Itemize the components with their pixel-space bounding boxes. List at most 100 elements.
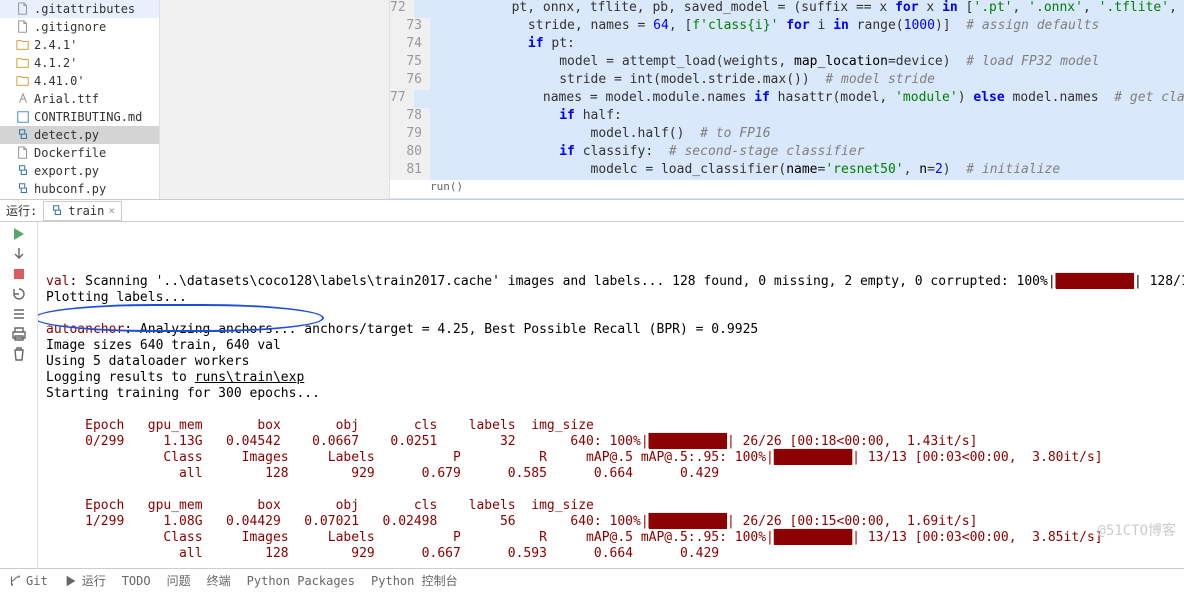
code-editor[interactable]: 72 pt, onnx, tflite, pb, saved_model = (… bbox=[390, 0, 1184, 199]
line-number: 72 bbox=[390, 0, 414, 18]
list-button[interactable] bbox=[11, 306, 27, 322]
console-line: Epoch gpu_mem box obj cls labels img_siz… bbox=[46, 498, 1176, 514]
problems-tab[interactable]: 问题 bbox=[167, 572, 191, 589]
run-toolbar bbox=[0, 222, 38, 568]
console-line: 1/299 1.08G 0.04429 0.07021 0.02498 56 6… bbox=[46, 514, 1176, 530]
packages-label: Python Packages bbox=[247, 574, 355, 588]
console-line: Using 5 dataloader workers bbox=[46, 354, 1176, 370]
tree-item-label: .gitattributes bbox=[34, 2, 135, 16]
play-icon bbox=[64, 574, 78, 588]
pyconsole-tab[interactable]: Python 控制台 bbox=[371, 572, 458, 589]
code-line[interactable]: 81 modelc = load_classifier(name='resnet… bbox=[390, 162, 1184, 180]
console-line: val: Scanning '..\datasets\coco128\label… bbox=[46, 274, 1176, 290]
watermark: @51CTO博客 bbox=[1097, 520, 1176, 540]
play-button[interactable] bbox=[11, 226, 27, 242]
file-icon bbox=[16, 2, 30, 16]
console-line: Image sizes 640 train, 640 val bbox=[46, 338, 1176, 354]
down-button[interactable] bbox=[11, 246, 27, 262]
run-bottom-tab[interactable]: 运行 bbox=[64, 572, 106, 589]
close-icon[interactable]: × bbox=[108, 204, 115, 217]
console-line: Class Images Labels P R mAP@.5 mAP@.5:.9… bbox=[46, 530, 1176, 546]
dir-icon bbox=[16, 56, 30, 70]
branch-icon bbox=[8, 574, 22, 588]
console-line: Logging results to runs\train\exp bbox=[46, 370, 1176, 386]
top-split: .gitattributes .gitignore 2.4.1' 4.1.2' 4.41… bbox=[0, 0, 1184, 200]
tree-item-4-1-2-[interactable]: 4.1.2' bbox=[0, 54, 159, 72]
code-line[interactable]: 74 if pt: bbox=[390, 36, 1184, 54]
tree-item-Dockerfile[interactable]: Dockerfile bbox=[0, 144, 159, 162]
packages-tab[interactable]: Python Packages bbox=[247, 574, 355, 588]
todo-label: TODO bbox=[122, 574, 151, 588]
py-icon bbox=[16, 128, 30, 142]
code-line[interactable]: 80 if classify: # second-stage classifie… bbox=[390, 144, 1184, 162]
git-tab[interactable]: Git bbox=[8, 574, 48, 588]
tree-item-label: hubconf.py bbox=[34, 182, 106, 196]
dir-icon bbox=[16, 74, 30, 88]
py-icon bbox=[16, 182, 30, 196]
restart-button[interactable] bbox=[11, 286, 27, 302]
pyconsole-label: Python 控制台 bbox=[371, 572, 458, 589]
dir-icon bbox=[16, 38, 30, 52]
run-tab-bar: 运行: train × bbox=[0, 200, 1184, 222]
stop-button[interactable] bbox=[11, 266, 27, 282]
tree-item-LICENSE[interactable]: LICENSE bbox=[0, 198, 159, 199]
line-number: 77 bbox=[390, 90, 414, 108]
project-tree[interactable]: .gitattributes .gitignore 2.4.1' 4.1.2' 4.41… bbox=[0, 0, 160, 199]
run-tab-train[interactable]: train × bbox=[43, 201, 122, 221]
console-line bbox=[46, 306, 1176, 322]
console-line: autoanchor: Analyzing anchors... anchors… bbox=[46, 322, 1176, 338]
run-tab-label: train bbox=[68, 204, 104, 218]
restart-icon bbox=[11, 286, 27, 302]
code-line[interactable]: 72 pt, onnx, tflite, pb, saved_model = (… bbox=[390, 0, 1184, 18]
console-output[interactable]: val: Scanning '..\datasets\coco128\label… bbox=[38, 222, 1184, 568]
tree-item-label: 2.4.1' bbox=[34, 38, 77, 52]
line-number: 80 bbox=[390, 144, 430, 162]
tree-item-detect-py[interactable]: detect.py bbox=[0, 126, 159, 144]
line-number: 73 bbox=[390, 18, 430, 36]
tree-item-label: detect.py bbox=[34, 128, 99, 142]
line-number: 74 bbox=[390, 36, 430, 54]
play-icon bbox=[11, 226, 27, 242]
trash-icon bbox=[11, 346, 27, 362]
console-line: Plotting labels... bbox=[46, 290, 1176, 306]
tree-item-label: CONTRIBUTING.md bbox=[34, 110, 142, 124]
code-line[interactable]: 76 stride = int(model.stride.max()) # mo… bbox=[390, 72, 1184, 90]
line-number: 75 bbox=[390, 54, 430, 72]
breadcrumb: run() bbox=[390, 180, 1184, 198]
code-line[interactable]: 78 if half: bbox=[390, 108, 1184, 126]
console-line: Class Images Labels P R mAP@.5 mAP@.5:.9… bbox=[46, 450, 1176, 466]
console-line: Epoch gpu_mem box obj cls labels img_siz… bbox=[46, 418, 1176, 434]
tree-item-hubconf-py[interactable]: hubconf.py bbox=[0, 180, 159, 198]
line-number: 76 bbox=[390, 72, 430, 90]
tree-item-Arial-ttf[interactable]: Arial.ttf bbox=[0, 90, 159, 108]
tree-item-export-py[interactable]: export.py bbox=[0, 162, 159, 180]
tree-item--gitattributes[interactable]: .gitattributes bbox=[0, 0, 159, 18]
line-number: 78 bbox=[390, 108, 430, 126]
md-icon bbox=[16, 110, 30, 124]
code-line[interactable]: 73 stride, names = 64, [f'class{i}' for … bbox=[390, 18, 1184, 36]
code-lines: 72 pt, onnx, tflite, pb, saved_model = (… bbox=[390, 0, 1184, 180]
code-line[interactable]: 75 model = attempt_load(weights, map_loc… bbox=[390, 54, 1184, 72]
problems-label: 问题 bbox=[167, 572, 191, 589]
line-number: 81 bbox=[390, 162, 430, 180]
todo-tab[interactable]: TODO bbox=[122, 574, 151, 588]
tree-item-label: .gitignore bbox=[34, 20, 106, 34]
font-icon bbox=[16, 92, 30, 106]
code-line[interactable]: 79 model.half() # to FP16 bbox=[390, 126, 1184, 144]
tree-item-label: 4.1.2' bbox=[34, 56, 77, 70]
line-number: 79 bbox=[390, 126, 430, 144]
tree-item--gitignore[interactable]: .gitignore bbox=[0, 18, 159, 36]
tree-item-label: Dockerfile bbox=[34, 146, 106, 160]
tree-item-4-41-0-[interactable]: 4.41.0' bbox=[0, 72, 159, 90]
file-icon bbox=[16, 20, 30, 34]
trash-button[interactable] bbox=[11, 346, 27, 362]
terminal-tab[interactable]: 终端 bbox=[207, 572, 231, 589]
run-panel: val: Scanning '..\datasets\coco128\label… bbox=[0, 222, 1184, 568]
print-button[interactable] bbox=[11, 326, 27, 342]
code-line[interactable]: 77 names = model.module.names if hasattr… bbox=[390, 90, 1184, 108]
terminal-label: 终端 bbox=[207, 572, 231, 589]
ide-window: .gitattributes .gitignore 2.4.1' 4.1.2' 4.41… bbox=[0, 0, 1184, 592]
git-label: Git bbox=[26, 574, 48, 588]
tree-item-CONTRIBUTING-md[interactable]: CONTRIBUTING.md bbox=[0, 108, 159, 126]
tree-item-2-4-1-[interactable]: 2.4.1' bbox=[0, 36, 159, 54]
